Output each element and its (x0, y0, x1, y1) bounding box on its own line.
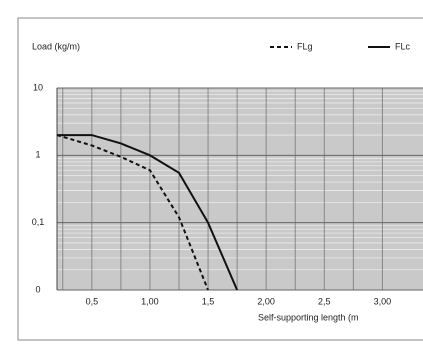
x-tick-label: 3,00 (374, 296, 392, 306)
x-tick-label: 2,5 (318, 296, 331, 306)
y-tick-label: 10 (33, 82, 43, 92)
legend-label: FLc (395, 41, 411, 51)
x-axis-label: Self-supporting length (m (258, 312, 359, 322)
x-tick-label: 1,5 (202, 296, 215, 306)
x-tick-label: 2,00 (257, 296, 275, 306)
y-tick-label: 1 (35, 150, 40, 160)
series-line (56, 134, 209, 291)
legend-label: FLg (297, 41, 313, 51)
series-line (57, 134, 239, 291)
chart-title: Load (kg/m) (32, 41, 80, 51)
y-tick-label: 0,1 (32, 217, 45, 227)
x-tick-label: 0,5 (86, 296, 99, 306)
plot-background (57, 88, 423, 290)
y-tick-label: 0 (35, 284, 40, 294)
x-tick-label: 1,00 (141, 296, 159, 306)
